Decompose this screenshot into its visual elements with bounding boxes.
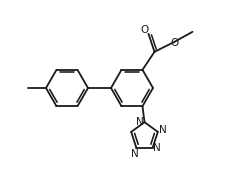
Text: N: N xyxy=(153,143,161,152)
Text: O: O xyxy=(170,38,179,48)
Text: N: N xyxy=(136,117,143,127)
Text: O: O xyxy=(140,25,149,35)
Text: N: N xyxy=(131,149,139,158)
Text: N: N xyxy=(159,125,167,135)
